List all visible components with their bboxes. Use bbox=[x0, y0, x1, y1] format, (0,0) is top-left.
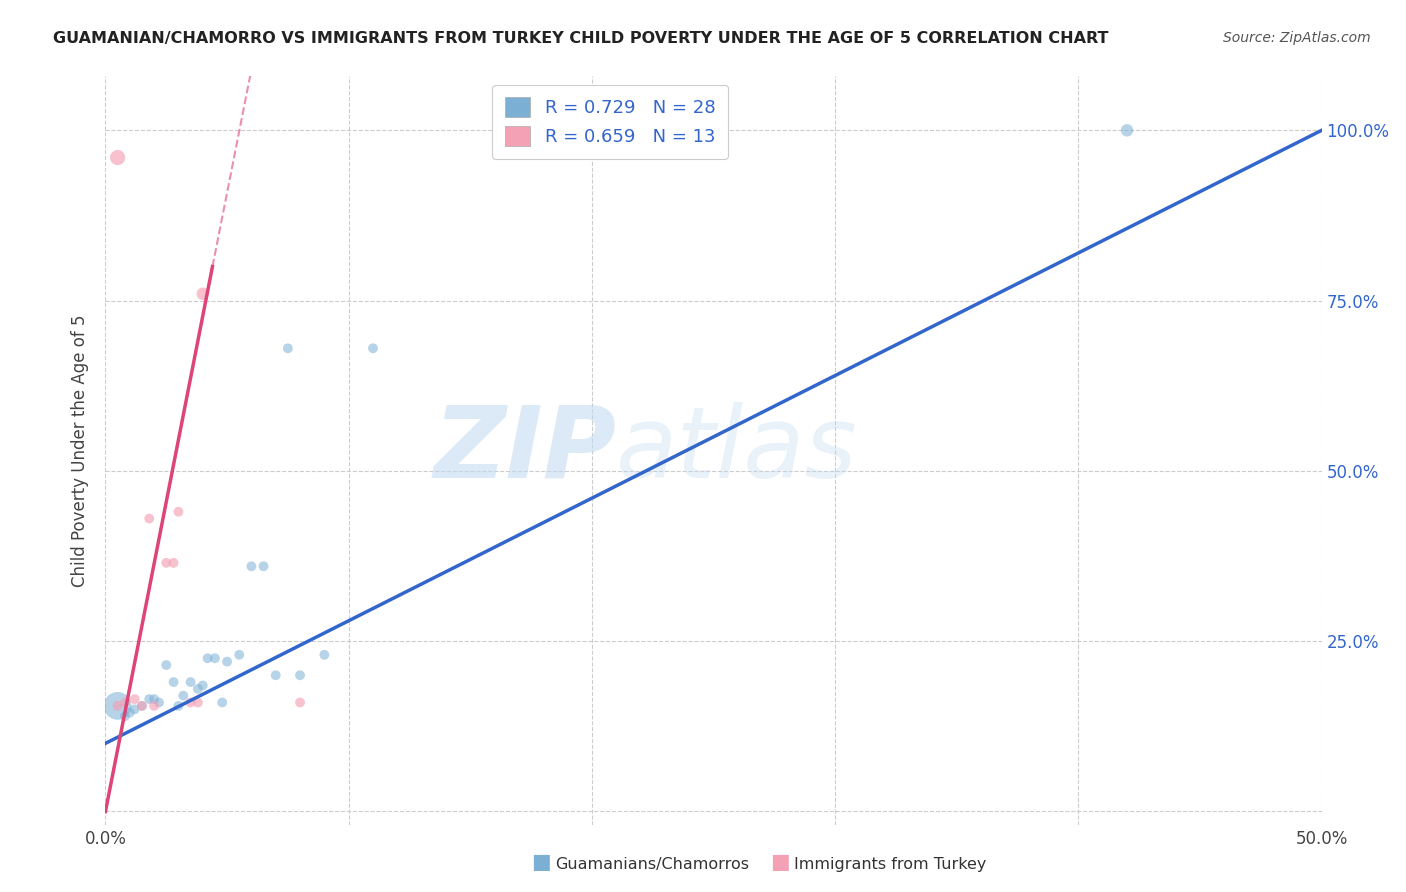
Point bbox=[314, 648, 336, 662]
Point bbox=[288, 668, 311, 682]
Point bbox=[191, 286, 214, 301]
Point bbox=[138, 692, 160, 706]
Point bbox=[114, 709, 136, 723]
Point bbox=[107, 151, 129, 165]
Point bbox=[124, 692, 146, 706]
Point bbox=[155, 658, 177, 673]
Point bbox=[143, 692, 166, 706]
Point bbox=[172, 689, 194, 703]
Point bbox=[107, 698, 129, 713]
Point bbox=[143, 698, 166, 713]
Text: Immigrants from Turkey: Immigrants from Turkey bbox=[794, 857, 987, 872]
Point bbox=[118, 706, 141, 720]
Point bbox=[162, 675, 184, 690]
Point bbox=[187, 696, 209, 710]
Point bbox=[240, 559, 263, 574]
Point bbox=[148, 696, 170, 710]
Legend: R = 0.729   N = 28, R = 0.659   N = 13: R = 0.729 N = 28, R = 0.659 N = 13 bbox=[492, 85, 728, 159]
Text: ZIP: ZIP bbox=[433, 402, 616, 499]
Point bbox=[204, 651, 226, 665]
Point bbox=[264, 668, 287, 682]
Point bbox=[131, 698, 153, 713]
Point bbox=[180, 696, 202, 710]
Point bbox=[167, 698, 190, 713]
Y-axis label: Child Poverty Under the Age of 5: Child Poverty Under the Age of 5 bbox=[72, 314, 90, 587]
Point bbox=[191, 678, 214, 692]
Point bbox=[162, 556, 184, 570]
Point bbox=[277, 341, 299, 355]
Point bbox=[228, 648, 250, 662]
Point bbox=[1116, 123, 1139, 137]
Point bbox=[124, 702, 146, 716]
Text: GUAMANIAN/CHAMORRO VS IMMIGRANTS FROM TURKEY CHILD POVERTY UNDER THE AGE OF 5 CO: GUAMANIAN/CHAMORRO VS IMMIGRANTS FROM TU… bbox=[53, 31, 1109, 46]
Text: atlas: atlas bbox=[616, 402, 858, 499]
Text: ■: ■ bbox=[531, 853, 551, 872]
Text: Source: ZipAtlas.com: Source: ZipAtlas.com bbox=[1223, 31, 1371, 45]
Point bbox=[211, 696, 233, 710]
Point bbox=[155, 556, 177, 570]
Point bbox=[167, 505, 190, 519]
Point bbox=[138, 511, 160, 525]
Point bbox=[114, 696, 136, 710]
Point bbox=[197, 651, 219, 665]
Point bbox=[187, 681, 209, 696]
Point bbox=[180, 675, 202, 690]
Point bbox=[252, 559, 274, 574]
Point bbox=[217, 655, 239, 669]
Point bbox=[361, 341, 384, 355]
Text: Guamanians/Chamorros: Guamanians/Chamorros bbox=[555, 857, 749, 872]
Point bbox=[288, 696, 311, 710]
Point bbox=[131, 698, 153, 713]
Text: ■: ■ bbox=[770, 853, 790, 872]
Point bbox=[107, 698, 129, 713]
